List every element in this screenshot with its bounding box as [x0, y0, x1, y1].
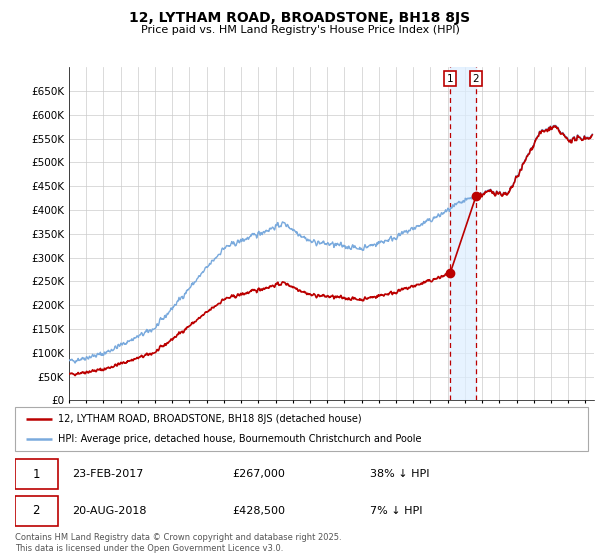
Bar — [450, 67, 476, 400]
Text: 12, LYTHAM ROAD, BROADSTONE, BH18 8JS (detached house): 12, LYTHAM ROAD, BROADSTONE, BH18 8JS (d… — [58, 414, 362, 424]
Text: £267,000: £267,000 — [233, 469, 286, 479]
Text: 2: 2 — [473, 74, 479, 84]
Text: 12, LYTHAM ROAD, BROADSTONE, BH18 8JS: 12, LYTHAM ROAD, BROADSTONE, BH18 8JS — [130, 11, 470, 25]
Text: 1: 1 — [447, 74, 454, 84]
Text: 20-AUG-2018: 20-AUG-2018 — [73, 506, 147, 516]
Text: 1: 1 — [32, 468, 40, 480]
Text: 23-FEB-2017: 23-FEB-2017 — [73, 469, 143, 479]
Text: Price paid vs. HM Land Registry's House Price Index (HPI): Price paid vs. HM Land Registry's House … — [140, 25, 460, 35]
Text: £428,500: £428,500 — [233, 506, 286, 516]
FancyBboxPatch shape — [15, 496, 58, 525]
FancyBboxPatch shape — [15, 407, 588, 451]
Text: 38% ↓ HPI: 38% ↓ HPI — [370, 469, 430, 479]
Text: HPI: Average price, detached house, Bournemouth Christchurch and Poole: HPI: Average price, detached house, Bour… — [58, 434, 421, 444]
Text: Contains HM Land Registry data © Crown copyright and database right 2025.
This d: Contains HM Land Registry data © Crown c… — [15, 533, 341, 553]
Text: 2: 2 — [32, 504, 40, 517]
FancyBboxPatch shape — [15, 459, 58, 489]
Text: 7% ↓ HPI: 7% ↓ HPI — [370, 506, 423, 516]
